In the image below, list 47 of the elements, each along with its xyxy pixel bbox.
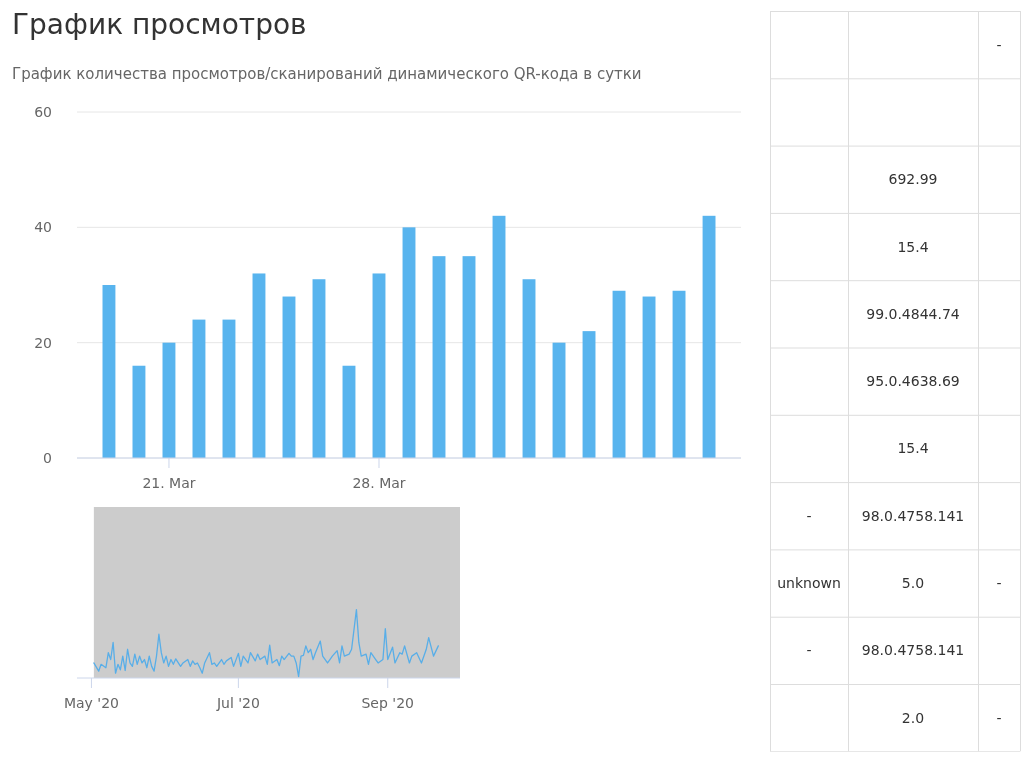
bar [252, 273, 266, 458]
bar [402, 227, 416, 458]
x-tick-label: Jul '20 [215, 695, 260, 711]
y-tick-label: 60 [34, 103, 52, 120]
bar [612, 290, 626, 458]
x-tick-label: 21. Mar [142, 475, 196, 491]
bar [132, 365, 146, 458]
x-tick-label: 28. Mar [352, 475, 406, 491]
text: 98.0.4758.141 [861, 507, 965, 525]
bar [372, 273, 386, 458]
text: 15.4 [897, 238, 929, 255]
bar [102, 285, 116, 458]
bar [192, 319, 206, 458]
bar [582, 331, 596, 458]
text: - [806, 641, 812, 659]
bar [672, 290, 686, 458]
text: 2.0 [901, 709, 925, 727]
text: 98.0.4758.141 [861, 641, 965, 659]
chart-subtitle: График количества просмотров/сканирований динамического QR-кода в сутки [12, 65, 642, 83]
bar [282, 296, 296, 458]
text: - [806, 507, 812, 525]
y-tick-label: 0 [43, 449, 52, 466]
text: - [996, 36, 1002, 54]
bar [522, 279, 536, 458]
text: - [996, 574, 1002, 592]
text: 5.0 [901, 574, 925, 592]
bar [222, 319, 236, 458]
bar [552, 342, 566, 458]
text: unknown [777, 574, 841, 592]
y-tick-label: 20 [34, 334, 52, 351]
bar [642, 296, 656, 458]
y-tick-label: 40 [34, 219, 52, 236]
text: 15.4 [897, 440, 929, 457]
x-tick-label: May '20 [63, 695, 119, 711]
bar [162, 342, 176, 458]
bar [342, 365, 356, 458]
chart-title: График просмотров [12, 8, 307, 41]
bar [312, 279, 326, 458]
text: 692.99 [888, 170, 938, 188]
text: - [996, 709, 1002, 727]
bar [462, 256, 476, 458]
bar [492, 215, 506, 458]
bar [702, 215, 716, 458]
text: 95.0.4638.69 [866, 372, 960, 390]
x-tick-label: Sep '20 [361, 695, 414, 711]
text: 99.0.4844.74 [866, 305, 960, 323]
bar [432, 256, 446, 458]
